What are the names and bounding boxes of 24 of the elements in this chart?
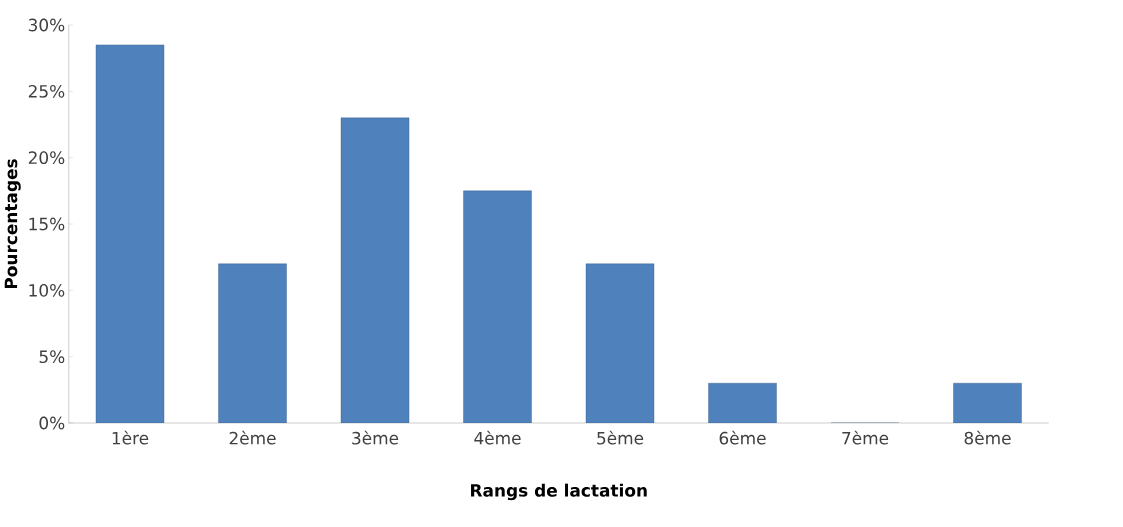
x-tick-label: 4ème <box>474 430 521 445</box>
bar <box>708 383 777 423</box>
bar <box>95 44 165 423</box>
y-tick-label: 20% <box>28 151 65 165</box>
bar <box>218 263 287 423</box>
y-tick-label: 25% <box>28 84 65 98</box>
x-tick-label: 8ème <box>964 430 1011 445</box>
bar <box>463 190 532 423</box>
x-tick-label: 6ème <box>719 430 766 445</box>
y-tick-label: 15% <box>29 217 65 231</box>
y-tick-label: 0% <box>39 416 65 430</box>
x-tick-label: 2ème <box>229 430 276 445</box>
y-tick-label: 5% <box>39 350 65 364</box>
x-axis-title: Rangs de lactation <box>471 483 647 501</box>
y-tick-label: 30% <box>28 18 65 32</box>
x-tick-label: 5ème <box>597 430 644 445</box>
y-tick-label: 10% <box>29 283 65 297</box>
y-axis-title: Pourcentages <box>4 159 21 289</box>
bar <box>585 263 655 423</box>
bar <box>340 117 410 423</box>
x-tick-label: 1ère <box>112 430 149 445</box>
bar <box>953 383 1022 423</box>
x-tick-label: 3ème <box>352 430 399 445</box>
x-tick-label: 7ème <box>842 430 889 445</box>
